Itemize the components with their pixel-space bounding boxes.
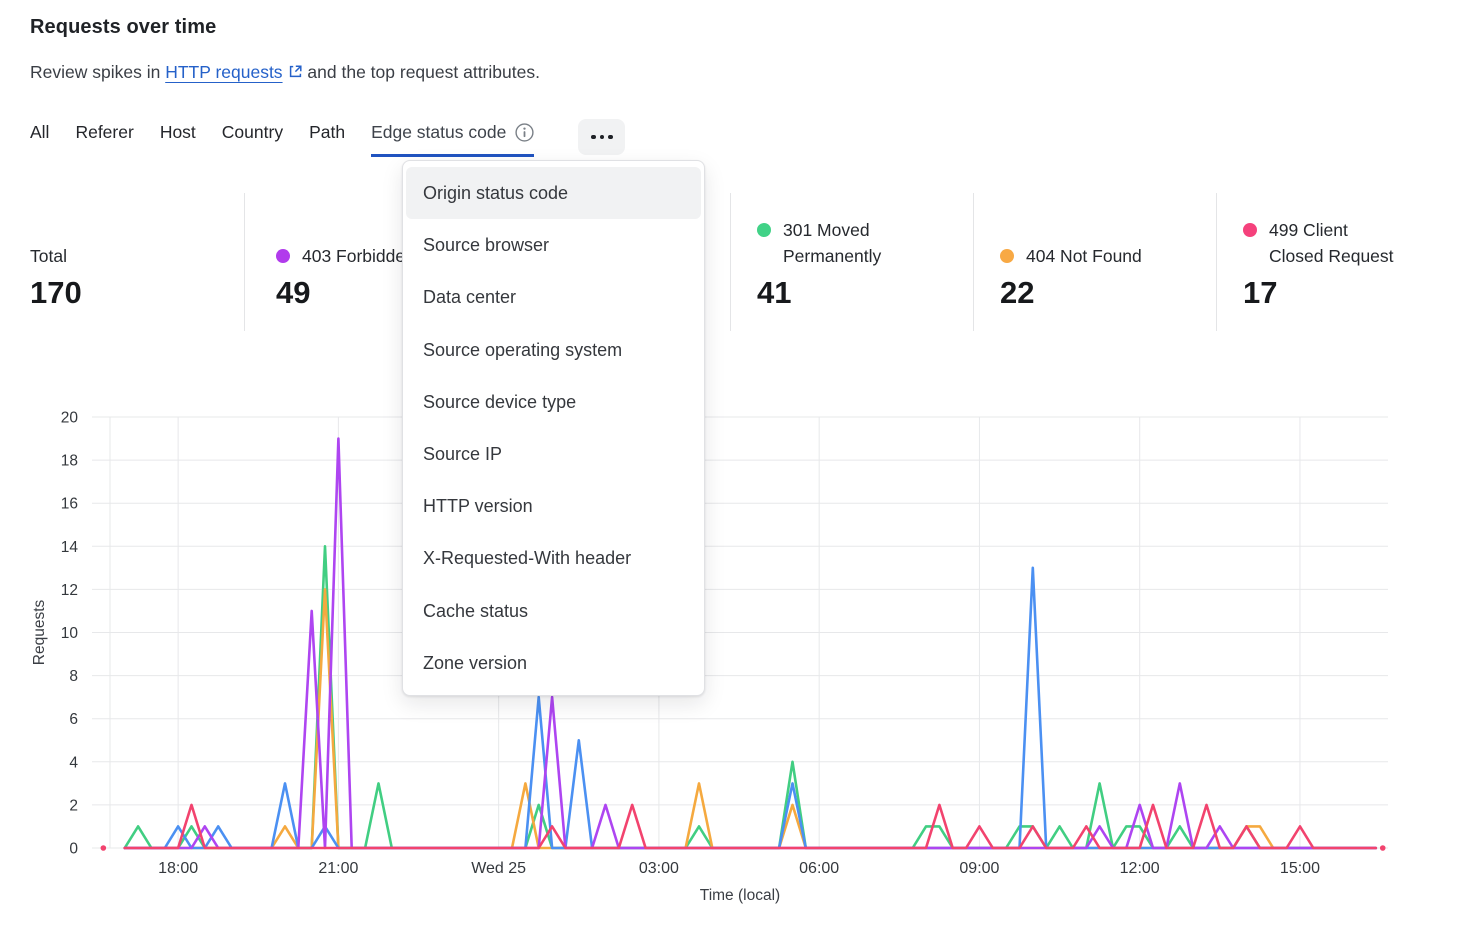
svg-text:12: 12 [61,582,78,599]
attribute-dropdown-menu: Origin status code Source browser Data c… [402,160,705,696]
x-axis-tick-labels: 18:00 21:00 Wed 25 03:00 06:00 09:00 12:00 15:0… [158,860,1320,877]
svg-text:2: 2 [69,797,78,814]
menu-item-source-operating-system[interactable]: Source operating system [423,339,623,360]
series-color-dot [757,223,771,237]
stat-card-total: Total 170 [30,200,82,312]
series-line-403-forbidden [123,437,1378,850]
stat-card-403-forbidden: 403 Forbidden 49 [276,200,415,312]
stat-card-404-not-found: 404 Not Found 22 [1000,200,1142,312]
series-end-dot [100,845,107,851]
menu-item-data-center[interactable]: Data center [423,287,517,308]
svg-text:18: 18 [61,453,78,470]
page-title: Requests over time [30,16,217,38]
series-line-301-moved-permanently [123,545,1378,850]
series-line-499-client-closed-request [123,803,1378,850]
tab-path[interactable]: Path [309,122,346,142]
y-axis-title: Requests [31,600,48,666]
svg-text:4: 4 [69,754,78,771]
tab-host[interactable]: Host [159,122,196,142]
x-axis-title: Time (local) [700,887,780,904]
subtitle-prefix: Review spikes in [30,62,166,82]
svg-text:8: 8 [69,668,78,685]
menu-item-origin-status-code[interactable]: Origin status code [406,167,701,220]
stat-divider [973,193,974,331]
svg-text:03:00: 03:00 [639,860,679,877]
menu-item-http-version[interactable]: HTTP version [423,496,533,517]
series-color-dot [1243,223,1257,237]
svg-text:06:00: 06:00 [799,860,839,877]
http-requests-link[interactable]: HTTP requests [165,62,302,82]
tab-edge-status-code-label: Edge status code [371,122,507,142]
stat-label: 404 Not Found [1000,243,1142,269]
svg-text:14: 14 [61,539,79,556]
subtitle-suffix: and the top request attributes. [302,62,540,82]
stat-label: 403 Forbidden [276,243,415,269]
stat-value: 22 [1000,275,1035,310]
external-link-icon [288,63,303,84]
series-end-dot [1379,845,1386,851]
http-requests-link-text[interactable]: HTTP requests [165,62,283,82]
tab-country[interactable]: Country [221,122,284,142]
series-color-dot [276,249,290,263]
stat-value: 49 [276,275,311,310]
ellipsis-icon [591,134,613,140]
svg-text:16: 16 [61,496,78,513]
series-color-dot [1000,249,1014,263]
y-axis-tick-labels: 0 2 4 6 8 10 12 14 16 18 20 [61,410,79,858]
menu-item-zone-version[interactable]: Zone version [423,652,528,673]
stat-label: Total [30,246,67,266]
tab-edge-status-code[interactable]: Edge status code [371,119,535,157]
svg-text:20: 20 [61,410,79,427]
info-icon[interactable] [515,123,534,142]
tab-referer[interactable]: Referer [75,122,134,142]
stat-value: 17 [1243,275,1278,310]
svg-text:12:00: 12:00 [1120,860,1160,877]
stat-card-499-client-closed-request: 499 Client Closed Request 17 [1243,200,1401,312]
stat-label: 499 Client Closed Request [1243,217,1401,269]
tab-all[interactable]: All [30,122,50,142]
menu-item-source-ip[interactable]: Source IP [423,443,503,464]
requests-chart: 0 2 4 6 8 10 12 14 16 18 20 18:00 21:00 Wed 25 03:00 06… [31,410,1388,904]
stat-value: 41 [757,275,792,310]
svg-text:10: 10 [61,625,79,642]
gridlines [92,416,1388,849]
svg-text:6: 6 [69,711,78,728]
svg-text:09:00: 09:00 [959,860,999,877]
subtitle: Review spikes in HTTP requests and the t… [30,62,540,84]
stat-divider [1216,193,1217,331]
more-options-button[interactable] [578,119,626,155]
menu-item-cache-status[interactable]: Cache status [423,600,529,621]
stat-divider [244,193,245,331]
menu-item-source-device-type[interactable]: Source device type [423,391,577,412]
svg-text:21:00: 21:00 [318,860,358,877]
stat-divider [730,193,731,331]
tab-bar: All Referer Host Country Path Edge statu… [30,119,626,157]
menu-item-source-browser[interactable]: Source browser [423,235,550,256]
stat-label: 301 Moved Permanently [757,217,913,269]
svg-text:18:00: 18:00 [158,860,198,877]
stat-card-301-moved-permanently: 301 Moved Permanently 41 [757,200,913,312]
menu-item-x-requested-with-header[interactable]: X-Requested-With header [423,548,632,569]
svg-text:0: 0 [69,841,78,858]
svg-text:Wed 25: Wed 25 [471,860,526,877]
stat-value: 170 [30,275,82,310]
svg-text:15:00: 15:00 [1280,860,1320,877]
